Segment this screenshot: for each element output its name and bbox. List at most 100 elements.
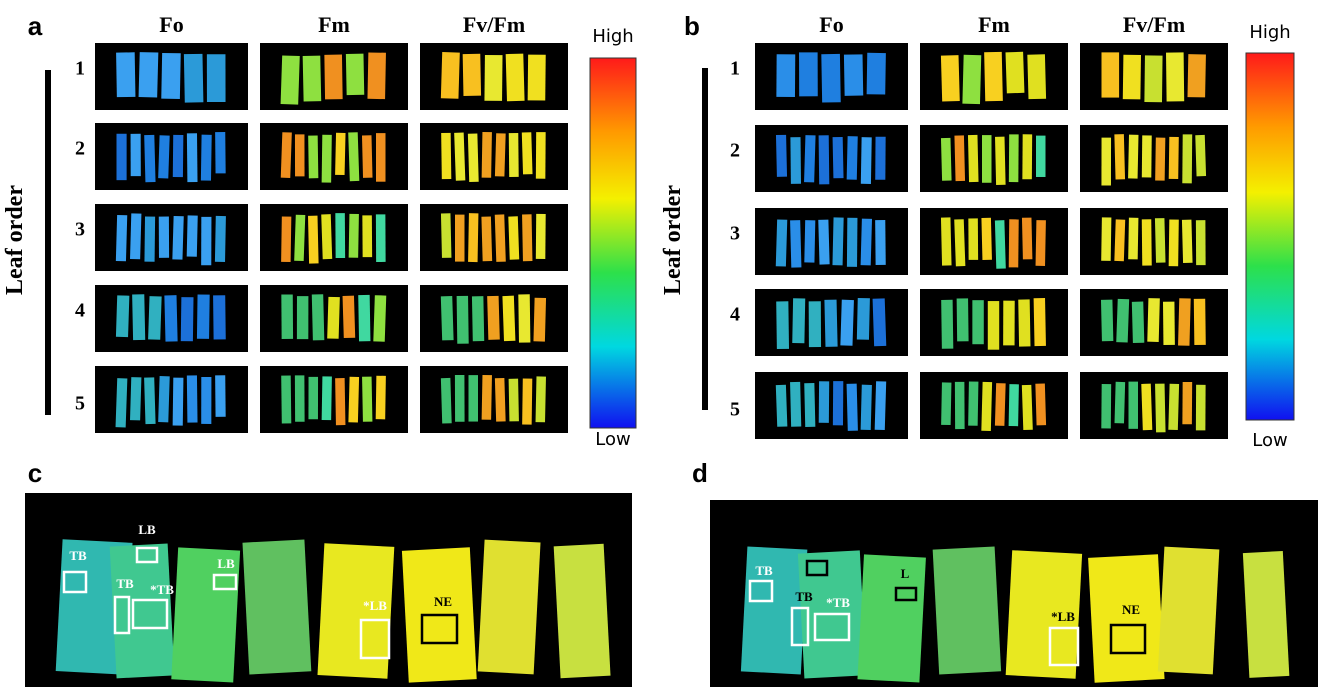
- leaf-strip: [348, 377, 359, 423]
- leaf-strip: [1003, 301, 1015, 346]
- leaf-strip: [776, 301, 789, 349]
- leaf-strip: [130, 213, 141, 259]
- leaf-strip: [148, 296, 162, 340]
- leaf-strip: [215, 132, 226, 173]
- leaf-strip: [1163, 302, 1175, 345]
- leaf-strip: [867, 53, 886, 95]
- leaf-strip: [941, 217, 952, 265]
- leaf-strip: [1196, 220, 1206, 265]
- row-axis-label: Leaf order: [2, 185, 28, 295]
- leaf-strip: [335, 133, 345, 175]
- leaf-strip: [376, 133, 386, 182]
- leaf-strip: [1155, 138, 1165, 181]
- leaf-strip: [968, 218, 978, 260]
- leaf-strip: [1128, 135, 1138, 179]
- leaf-strip: [297, 296, 309, 339]
- leaf-strip: [144, 377, 156, 424]
- leaf-strip: [1009, 384, 1019, 426]
- scale-low: Low: [1252, 430, 1287, 451]
- leaf-strip: [117, 134, 127, 180]
- leaf-strip: [469, 375, 479, 421]
- leaf-strip: [1168, 384, 1179, 430]
- leaf-strip: [187, 375, 198, 422]
- leaf-strip: [281, 216, 291, 262]
- leaf-strip: [857, 298, 870, 340]
- leaf-strip: [131, 134, 141, 176]
- leaf-strip: [840, 300, 854, 346]
- annotation-label: LB: [217, 556, 235, 571]
- annotation-label: L: [901, 566, 910, 581]
- leaf-strip: [303, 56, 322, 102]
- leaf-strip: [481, 216, 492, 261]
- leaf-strip: [130, 377, 141, 420]
- leaf-strip: [955, 382, 965, 429]
- leaf-strip: [159, 217, 169, 258]
- leaf-strip: [116, 215, 127, 261]
- leaf-strip: [1035, 384, 1046, 426]
- leaf-strip: [362, 377, 372, 422]
- leaf-strip: [819, 381, 829, 423]
- row-label: 4: [75, 300, 85, 322]
- leaf-strip: [1169, 219, 1179, 266]
- leaf-strip: [1022, 134, 1032, 179]
- leaf-strip: [358, 295, 370, 341]
- leaf-strip: [941, 300, 953, 349]
- leaf-strip: [373, 295, 386, 342]
- leaf-strip: [173, 378, 184, 426]
- leaf-strip: [857, 554, 925, 682]
- leaf-strip: [1009, 219, 1019, 267]
- annotation-label: TB: [755, 563, 773, 578]
- leaf-strip: [522, 214, 532, 261]
- leaf-strip: [132, 294, 145, 340]
- leaf-strip: [367, 52, 385, 99]
- leaf-strip: [343, 296, 356, 338]
- leaf-strip: [522, 379, 532, 425]
- leaf-strip: [1027, 54, 1046, 99]
- leaf-strip: [819, 135, 830, 184]
- leaf-strip: [536, 376, 546, 422]
- leaf-strip: [861, 219, 872, 266]
- leaf-strip: [804, 135, 816, 182]
- leaf-strip: [941, 55, 960, 101]
- leaf-strip: [1101, 217, 1111, 261]
- leaf-strip: [968, 381, 978, 425]
- panel-label: c: [28, 458, 42, 488]
- leaf-strip: [482, 132, 492, 178]
- leaf-strip: [1101, 138, 1111, 186]
- leaf-strip: [1123, 55, 1141, 100]
- leaf-strip: [776, 54, 795, 97]
- leaf-strip: [941, 382, 951, 425]
- leaf-strip: [981, 218, 992, 260]
- annotation-label: NE: [1122, 602, 1140, 617]
- color-scale: [1246, 53, 1294, 420]
- leaf-strip: [776, 135, 787, 177]
- leaf-strip: [792, 298, 805, 343]
- column-header: Fm: [978, 12, 1010, 37]
- leaf-strip: [362, 215, 372, 257]
- leaf-strip: [281, 294, 293, 339]
- leaf-strip: [495, 378, 506, 422]
- row-label: 5: [730, 399, 740, 421]
- leaf-strip: [1101, 300, 1113, 342]
- leaf-strip: [116, 378, 128, 427]
- leaf-strip: [995, 220, 1006, 269]
- annotation-label: TB: [116, 576, 134, 591]
- leaf-strip: [933, 546, 1001, 674]
- leaf-strip: [1009, 134, 1019, 182]
- leaf-strip: [847, 218, 858, 267]
- leaf-strip: [116, 52, 135, 97]
- leaf-strip: [972, 300, 983, 344]
- leaf-strip: [335, 378, 345, 425]
- leaf-strip: [1188, 54, 1206, 97]
- leaf-strip: [478, 540, 541, 675]
- leaf-strip: [201, 217, 211, 265]
- panel-label: b: [684, 11, 700, 41]
- row-label: 3: [75, 219, 85, 241]
- leaf-strip: [954, 219, 965, 266]
- figure: aFoFmFv/Fm12345Leaf orderHighLowbFoFmFv/…: [0, 0, 1318, 687]
- leaf-strip: [832, 217, 843, 265]
- leaf-strip: [799, 52, 818, 96]
- leaf-strip: [1155, 218, 1166, 263]
- leaf-strip: [207, 54, 226, 102]
- annotation-label: LB: [807, 540, 825, 555]
